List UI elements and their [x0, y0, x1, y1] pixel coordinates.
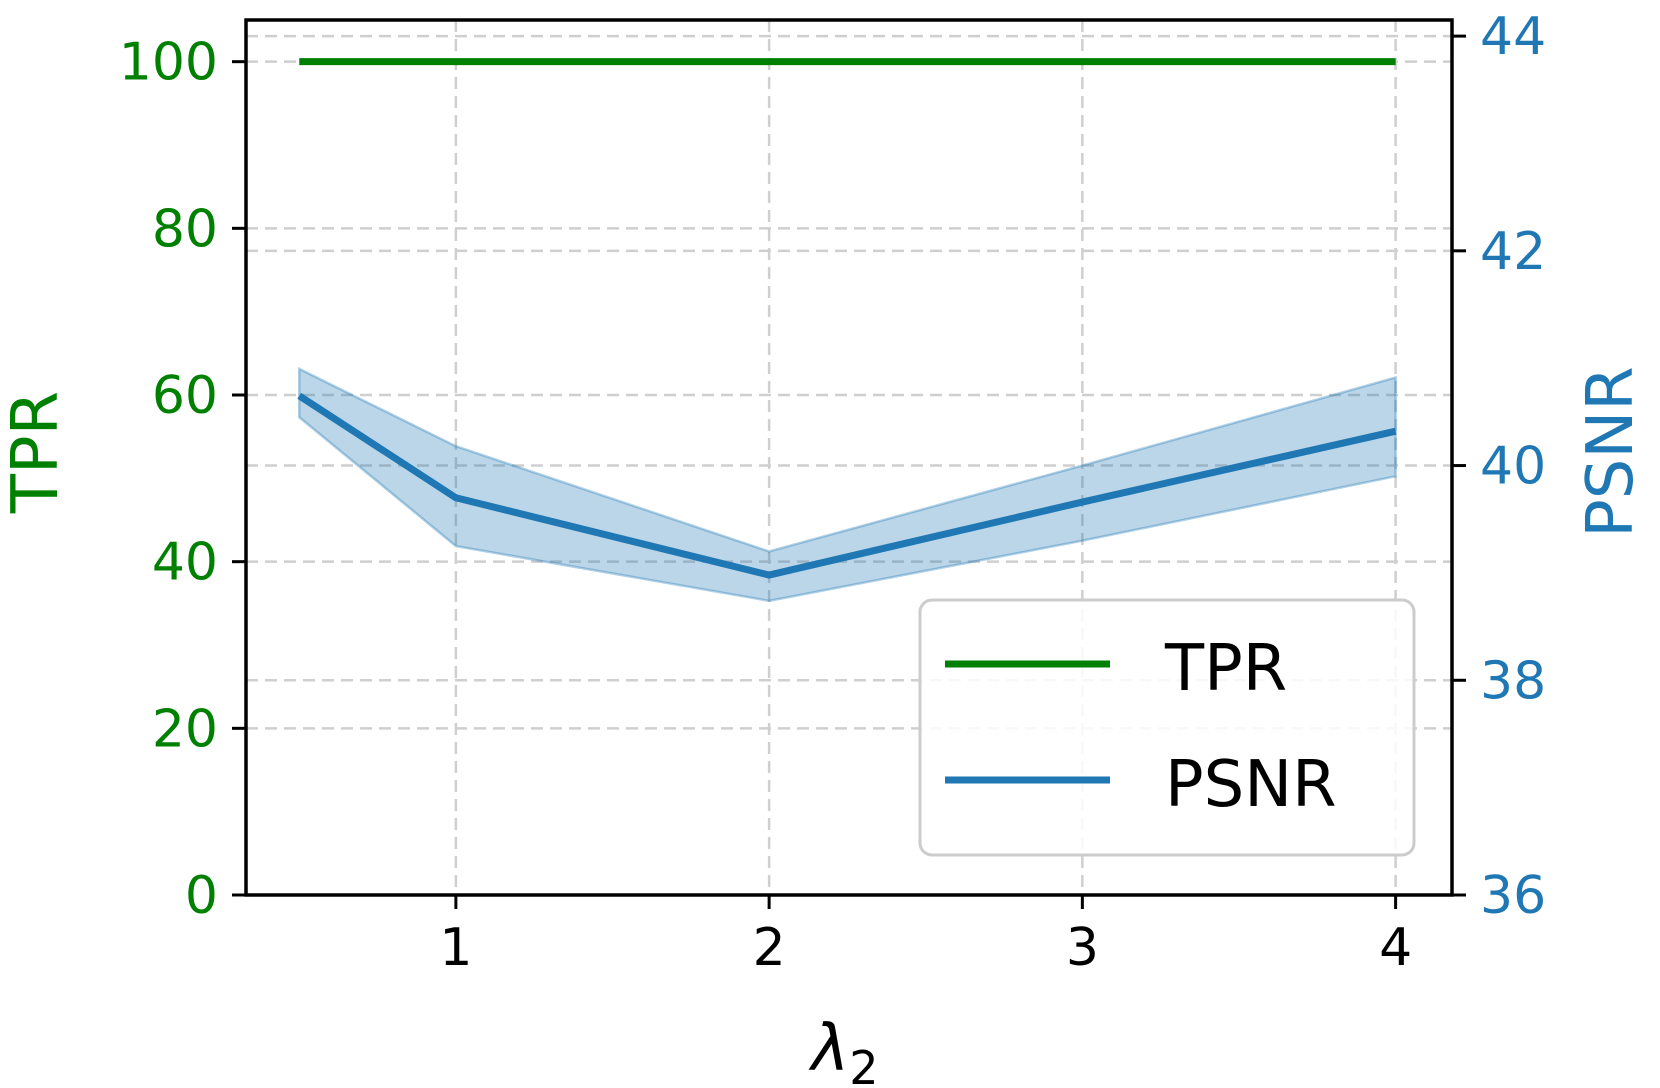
y-right-tick-label: 44 [1480, 7, 1546, 67]
x-tick-label: 4 [1379, 918, 1412, 978]
y-left-tick-label: 20 [152, 699, 218, 759]
x-axis-title: λ2 [808, 1012, 878, 1088]
legend-tpr-label: TPR [1164, 632, 1287, 706]
y-left-tick-label: 80 [152, 199, 218, 259]
x-tick-label: 1 [439, 918, 472, 978]
psnr-confidence-band-group [298, 366, 1397, 603]
legend: TPR PSNR [918, 598, 1416, 857]
y-right-tick-label: 40 [1480, 437, 1546, 497]
y-right-tick-label: 42 [1480, 222, 1546, 282]
axes [232, 18, 1466, 909]
x-axis-title-symbol: λ [808, 1012, 849, 1086]
psnr-confidence-band [298, 366, 1397, 603]
x-tick-label: 2 [753, 918, 786, 978]
y-left-axis-title: TPR [0, 391, 73, 514]
legend-psnr-label: PSNR [1165, 748, 1337, 822]
y-left-tick-label: 40 [152, 533, 218, 593]
y-left-tick-label: 100 [119, 33, 218, 93]
series-lines [297, 58, 1397, 579]
y-left-tick-label: 0 [185, 866, 218, 926]
plot-frame [244, 18, 1454, 897]
x-tick-label: 3 [1066, 918, 1099, 978]
y-right-axis-title: PSNR [1574, 366, 1648, 538]
series-line-psnr [297, 392, 1397, 579]
y-right-tick-label: 38 [1480, 651, 1546, 711]
y-right-tick-label: 36 [1480, 866, 1546, 926]
x-axis-title-subscript: 2 [849, 1041, 878, 1088]
y-left-tick-label: 60 [152, 366, 218, 426]
